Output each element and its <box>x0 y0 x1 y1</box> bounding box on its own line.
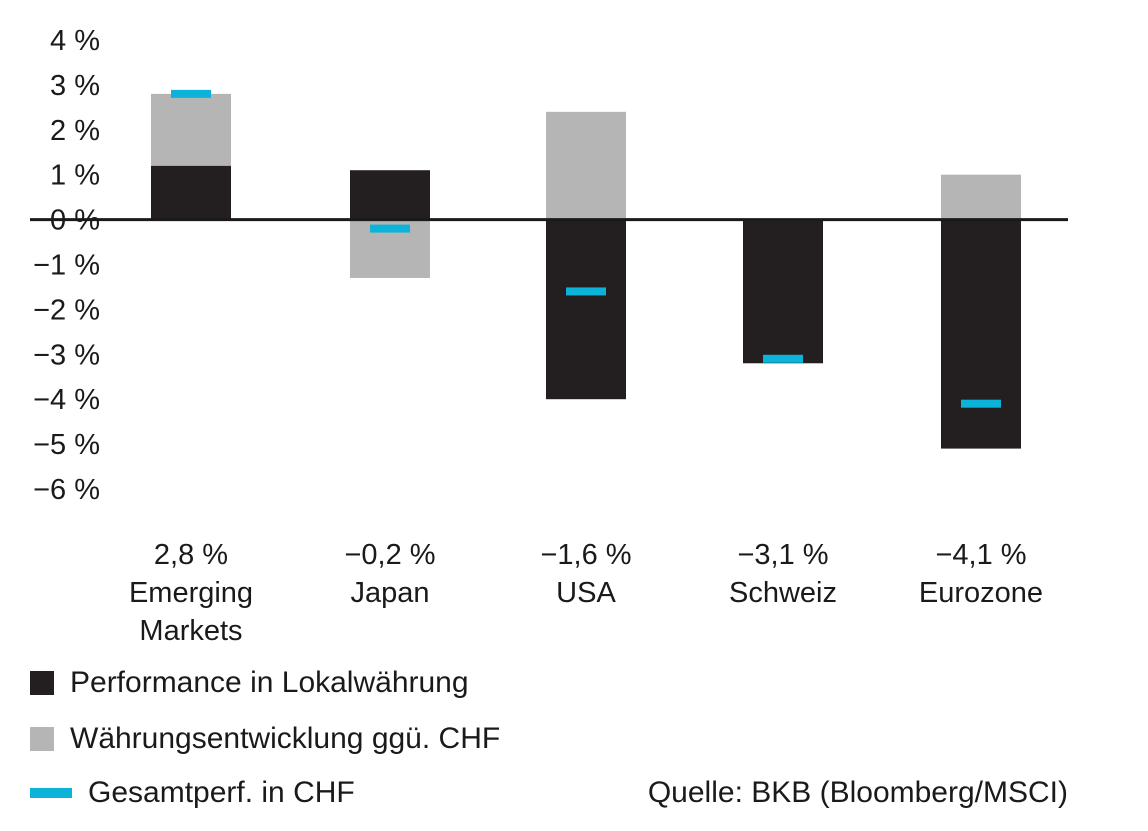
category-name-label: Japan <box>350 577 429 609</box>
total-marker-1 <box>370 224 410 233</box>
y-tick-label: −1 % <box>33 250 100 282</box>
bar-local-2 <box>546 219 626 400</box>
legend-swatch-total <box>30 788 72 798</box>
y-tick-label: −4 % <box>33 384 100 416</box>
legend-item-local: Performance in Lokalwährung <box>30 666 469 700</box>
category-total-label: −4,1 % <box>935 539 1026 571</box>
legend-swatch-local <box>30 671 54 695</box>
category-name-label: Markets <box>139 615 242 647</box>
y-tick-label: −2 % <box>33 294 100 326</box>
total-marker-3 <box>763 354 803 363</box>
bar-currency-4 <box>941 174 1021 220</box>
category-name-label: Emerging <box>129 577 253 609</box>
y-tick-label: −6 % <box>33 474 100 506</box>
legend-label-currency: Währungsentwicklung ggü. CHF <box>70 722 501 755</box>
total-marker-0 <box>171 89 211 98</box>
category-total-label: −0,2 % <box>344 539 435 571</box>
y-tick-label: −3 % <box>33 339 100 371</box>
bar-currency-2 <box>546 111 626 220</box>
total-marker-2 <box>566 287 606 296</box>
bars <box>151 93 1021 449</box>
total-marker-4 <box>961 399 1001 408</box>
bar-local-3 <box>743 219 823 364</box>
bar-currency-0 <box>151 93 231 166</box>
category-name-label: USA <box>556 577 616 609</box>
category-name-label: Schweiz <box>729 577 837 609</box>
y-tick-label: 3 % <box>50 70 100 102</box>
bar-local-1 <box>350 170 430 220</box>
legend-item-total: Gesamtperf. in CHF <box>30 776 355 810</box>
legend-item-currency: Währungsentwicklung ggü. CHF <box>30 722 500 756</box>
y-tick-label: −5 % <box>33 429 100 461</box>
category-total-label: 2,8 % <box>154 539 228 571</box>
category-total-label: −1,6 % <box>540 539 631 571</box>
legend-swatch-currency <box>30 727 54 751</box>
y-tick-label: 2 % <box>50 115 100 147</box>
bar-local-0 <box>151 165 231 220</box>
legend-label-local: Performance in Lokalwährung <box>70 666 469 699</box>
bar-local-4 <box>941 219 1021 449</box>
legend-label-total: Gesamtperf. in CHF <box>88 776 355 809</box>
total-markers <box>171 89 1001 408</box>
y-tick-label: 1 % <box>50 160 100 192</box>
y-axis-ticks: 4 %3 %2 %1 %0 %−1 %−2 %−3 %−4 %−5 %−6 % <box>33 25 100 506</box>
category-total-label: −3,1 % <box>737 539 828 571</box>
category-labels: 2,8 % Emerging Markets −0,2 % Japan −1,6 % USA… <box>129 539 1043 647</box>
category-name-label: Eurozone <box>919 577 1043 609</box>
y-tick-label: 4 % <box>50 25 100 57</box>
source-note: Quelle: BKB (Bloomberg/MSCI) <box>647 776 1068 809</box>
chart: 4 %3 %2 %1 %0 %−1 %−2 %−3 %−4 %−5 %−6 % … <box>30 25 1068 647</box>
